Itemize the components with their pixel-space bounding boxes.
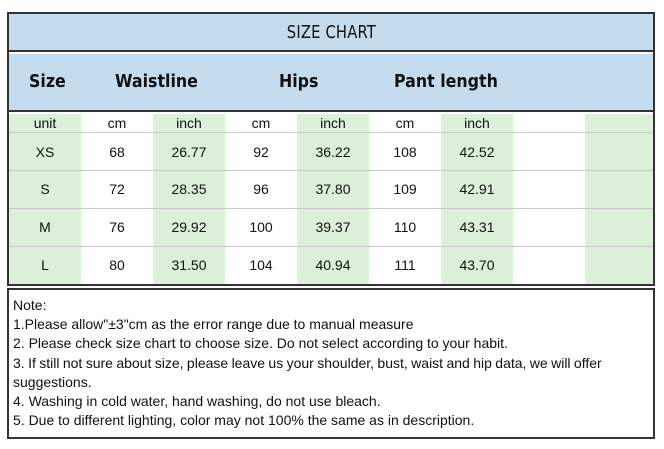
- hips-inch-value: 36.22: [315, 144, 351, 160]
- hips-cm-value: 96: [253, 181, 269, 197]
- notes-heading: Note:: [13, 297, 47, 313]
- size-chart-title: SIZE CHART: [286, 21, 376, 43]
- size-label: XS: [35, 144, 55, 160]
- notes-box: Note: 1.Please allow"±3"cm as the error …: [7, 288, 655, 439]
- note-item: 4. Washing in cold water, hand washing, …: [13, 393, 381, 410]
- note-item: 5. Due to different lighting, color may …: [13, 412, 475, 429]
- unit-inch: inch: [176, 115, 202, 131]
- waist-cm-value: 80: [109, 257, 125, 273]
- length-cm-value: 109: [393, 181, 417, 197]
- column-header-row: Size Waistline Hips Pant length: [9, 54, 653, 112]
- unit-inch: inch: [464, 115, 490, 131]
- length-inch-value: 43.70: [459, 257, 495, 273]
- header-waistline: Waistline: [115, 71, 198, 92]
- size-label: M: [39, 219, 51, 235]
- size-table: unit cm inch cm inch cm inch XS 68 26.77…: [9, 114, 653, 284]
- hips-inch-value: 37.80: [315, 181, 351, 197]
- header-pant-length: Pant length: [394, 71, 498, 92]
- hips-cm-value: 92: [253, 144, 269, 160]
- waist-inch-column-stripe: [153, 114, 225, 284]
- header-hips: Hips: [279, 71, 319, 92]
- hips-inch-column-stripe: [297, 114, 369, 284]
- unit-label: unit: [33, 115, 57, 131]
- unit-inch: inch: [320, 115, 346, 131]
- size-label: S: [40, 181, 50, 197]
- hips-inch-value: 39.37: [315, 219, 351, 235]
- header-size: Size: [29, 71, 66, 92]
- waist-inch-value: 31.50: [171, 257, 207, 273]
- size-column-stripe: [9, 114, 81, 284]
- length-inch-value: 42.91: [459, 181, 495, 197]
- waist-inch-value: 28.35: [171, 181, 207, 197]
- length-inch-column-stripe: [441, 114, 513, 284]
- row-divider: [9, 132, 653, 133]
- unit-cm: cm: [395, 115, 415, 131]
- hips-cm-value: 100: [249, 219, 273, 235]
- row-divider: [9, 208, 653, 209]
- length-cm-value: 108: [393, 144, 417, 160]
- length-inch-value: 42.52: [459, 144, 495, 160]
- hips-cm-value: 104: [249, 257, 273, 273]
- row-divider: [9, 170, 653, 171]
- waist-cm-value: 76: [109, 219, 125, 235]
- hips-inch-value: 40.94: [315, 257, 351, 273]
- size-label: L: [41, 257, 49, 273]
- note-item: 1.Please allow"±3"cm as the error range …: [13, 316, 414, 333]
- waist-cm-value: 72: [109, 181, 125, 197]
- row-divider: [9, 246, 653, 247]
- length-cm-value: 111: [394, 257, 416, 273]
- length-inch-value: 43.31: [459, 219, 495, 235]
- length-cm-value: 110: [393, 219, 417, 235]
- note-item: 3. If still not sure about size, please …: [13, 354, 602, 390]
- empty-column-stripe: [585, 114, 653, 284]
- size-chart-title-bar: SIZE CHART: [9, 14, 653, 52]
- waist-inch-value: 29.92: [171, 219, 207, 235]
- note-item: 2. Please check size chart to choose siz…: [13, 335, 508, 352]
- unit-cm: cm: [107, 115, 127, 131]
- waist-cm-value: 68: [109, 144, 125, 160]
- waist-inch-value: 26.77: [171, 144, 207, 160]
- unit-cm: cm: [251, 115, 271, 131]
